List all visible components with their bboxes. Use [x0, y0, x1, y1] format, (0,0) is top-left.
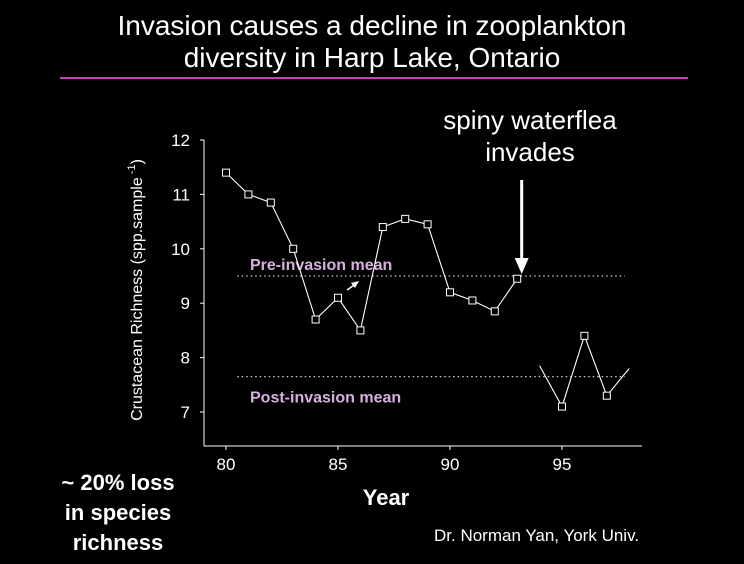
title-divider	[60, 77, 688, 79]
data-point	[513, 274, 522, 283]
data-point	[222, 168, 230, 177]
data-point	[266, 198, 275, 207]
data-point	[602, 391, 611, 400]
data-point	[334, 293, 342, 302]
title-line-1: Invasion causes a decline in zooplankton	[117, 10, 627, 41]
data-point	[468, 296, 477, 305]
data-point	[490, 307, 499, 316]
loss-callout: ~ 20% loss in species richness	[38, 468, 198, 558]
data-point	[311, 315, 320, 324]
loss-line-2: in species	[64, 500, 172, 525]
post-invasion-mean-label: Post-invasion mean	[250, 390, 401, 407]
x-tick-label: 85	[329, 455, 348, 474]
y-tick-label: 11	[172, 185, 190, 204]
series-line-pre	[225, 172, 518, 332]
slide-title: Invasion causes a decline in zooplankton…	[0, 10, 744, 74]
y-tick-label: 7	[181, 403, 190, 422]
data-point	[446, 288, 454, 297]
y-axis-label: Crustacean Richness (spp.sample -1)	[126, 159, 146, 421]
loss-line-3: richness	[72, 530, 164, 555]
data-point	[401, 214, 410, 223]
annotation-line-2: invades	[485, 137, 575, 167]
reference-lines: Pre-invasion mean Post-invasion mean	[237, 257, 625, 407]
pre-invasion-mean-label: Pre-invasion mean	[250, 257, 392, 274]
title-line-2: diversity in Harp Lake, Ontario	[183, 42, 561, 73]
invasion-arrow	[514, 180, 529, 274]
y-tick-label: 12	[171, 131, 190, 150]
invasion-arrow-head	[514, 258, 529, 274]
x-tick-label: 95	[553, 455, 572, 474]
data-point	[558, 402, 566, 411]
y-tick-label: 10	[171, 240, 190, 259]
y-tick-label: 8	[181, 349, 190, 368]
x-tick-label: 80	[217, 455, 236, 474]
pointer-arrow-head	[351, 281, 359, 288]
data-point	[378, 223, 387, 232]
series-layer	[222, 168, 630, 411]
data-point	[580, 331, 589, 340]
x-axis-label: Year	[363, 485, 410, 510]
data-point	[356, 326, 365, 335]
data-point	[423, 220, 432, 229]
x-tick-label: 90	[441, 455, 460, 474]
credit-text: Dr. Norman Yan, York Univ.	[434, 526, 640, 545]
annotation-line-1: spiny waterflea	[443, 105, 617, 135]
series-line-post	[539, 334, 630, 408]
data-point	[289, 244, 298, 253]
invasion-annotation: spiny waterflea invades	[420, 104, 640, 168]
chart-axes: 7 8 9 10 11 12 80 85 90 95	[171, 131, 642, 474]
loss-line-1: ~ 20% loss	[61, 470, 175, 495]
data-point	[244, 190, 253, 199]
y-tick-label: 9	[181, 294, 190, 313]
